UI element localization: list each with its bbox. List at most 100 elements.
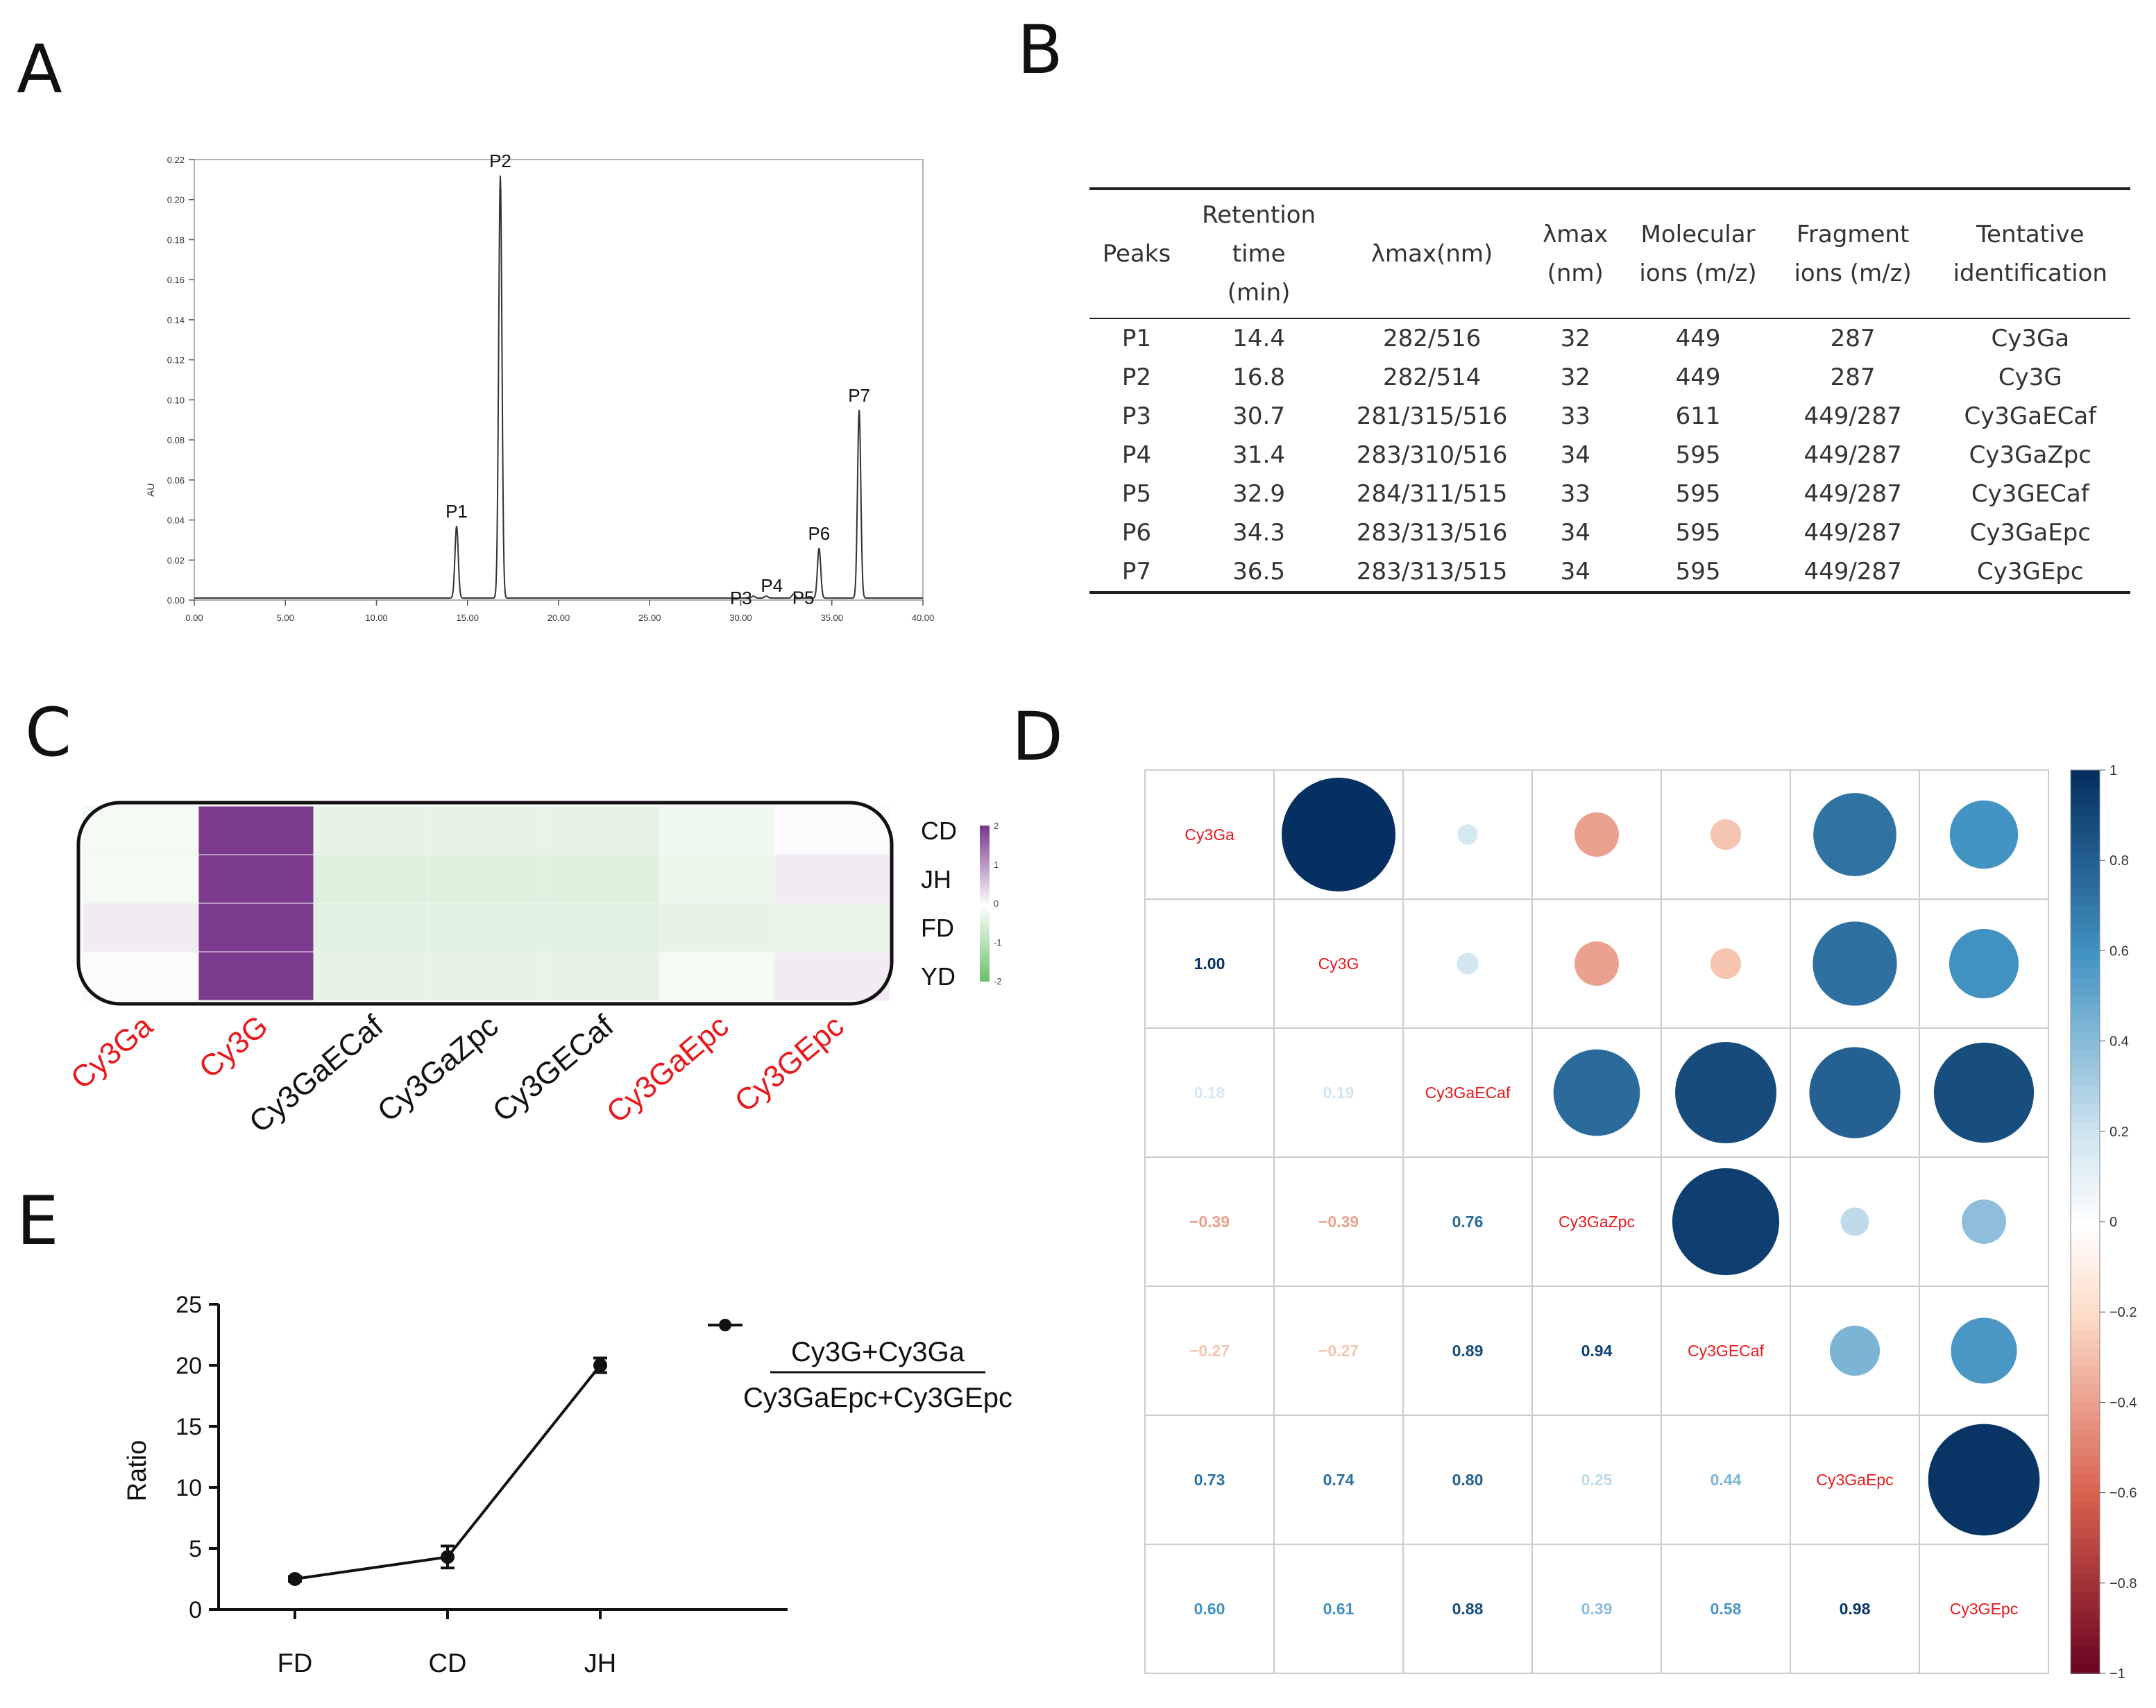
corr-colorbar-segment: [2071, 1086, 2100, 1096]
heatmap-cell: [83, 805, 199, 855]
corr-value-label: 0.88: [1452, 1600, 1484, 1618]
heatmap-column-label: Cy3GECaf: [486, 1009, 620, 1129]
table-cell: 282/514: [1383, 364, 1482, 391]
table-cell: P3: [1121, 402, 1152, 430]
x-tick-label: CD: [429, 1649, 467, 1678]
heatmap-cell: [543, 805, 660, 855]
corr-circle: [1951, 1317, 2017, 1384]
x-tick-label: 35.00: [820, 613, 843, 623]
corr-colorbar-segment: [2071, 1600, 2100, 1611]
corr-colorbar-segment: [2071, 1375, 2100, 1385]
corr-colorbar-segment: [2071, 1294, 2100, 1304]
corr-circle: [1675, 1042, 1776, 1143]
corr-colorbar-segment: [2071, 1122, 2100, 1132]
corr-value-label: 0.60: [1194, 1600, 1225, 1618]
corr-colorbar-segment: [2071, 1321, 2100, 1331]
corr-colorbar-segment: [2071, 1185, 2100, 1195]
peak-label: P7: [848, 385, 870, 406]
colorbar-segment: [980, 837, 990, 842]
corr-colorbar-segment: [2071, 1501, 2100, 1512]
corr-value-label: 1.00: [1194, 955, 1225, 973]
corr-colorbar-segment: [2071, 1664, 2100, 1674]
corr-colorbar-segment: [2071, 1411, 2100, 1421]
corr-circle: [1457, 953, 1479, 975]
y-axis-label: Ratio: [123, 1440, 152, 1502]
corr-colorbar-segment: [2071, 1041, 2100, 1051]
colorbar-segment: [980, 841, 990, 846]
corr-colorbar-segment: [2071, 1393, 2100, 1403]
y-tick-label: 20: [176, 1353, 202, 1379]
corr-colorbar-segment: [2071, 987, 2100, 997]
corr-colorbar-segment: [2071, 1312, 2100, 1322]
colorbar-segment: [980, 934, 990, 939]
heatmap-cell: [198, 854, 314, 904]
table-cell: 34: [1560, 519, 1590, 547]
corr-circle: [1672, 1168, 1780, 1276]
corr-colorbar-segment: [2071, 1339, 2100, 1349]
table-cell: 287: [1830, 325, 1876, 352]
table-cell: 284/311/515: [1356, 480, 1508, 508]
table-cell: 595: [1675, 519, 1721, 547]
table-cell: Cy3GaECaf: [1964, 402, 2097, 430]
corr-colorbar-segment: [2071, 1420, 2100, 1431]
peak-label: P6: [808, 523, 830, 544]
peak-label: P2: [489, 151, 511, 171]
corr-colorbar-segment: [2071, 1194, 2100, 1204]
table-cell: 595: [1675, 558, 1721, 586]
data-point: [288, 1572, 302, 1586]
corr-colorbar-segment: [2071, 860, 2100, 871]
colorbar-segment: [980, 872, 990, 877]
corr-colorbar-segment: [2071, 896, 2100, 907]
table-cell: 14.4: [1232, 325, 1285, 352]
table-row: P1 14.4 282/516 32 449 287 Cy3Ga: [1089, 318, 2130, 358]
colorbar-segment: [980, 911, 990, 916]
corr-colorbar-segment: [2071, 1240, 2100, 1250]
corr-circle: [1457, 824, 1478, 845]
y-tick-label: 0.02: [167, 555, 185, 565]
corr-circle: [1553, 1049, 1640, 1136]
corr-colorbar-segment: [2071, 1059, 2100, 1069]
heatmap-cell: [659, 951, 775, 1001]
peak-label: P4: [761, 575, 783, 596]
corr-variable-label: Cy3Ga: [1185, 826, 1234, 844]
data-point: [441, 1550, 455, 1564]
corr-variable-label: Cy3GECaf: [1688, 1342, 1765, 1360]
corr-colorbar-segment: [2071, 1537, 2100, 1548]
heatmap-cell: [774, 951, 890, 1001]
correlation-plot: Cy3Ga 1.00 Cy3G 0.18 0.19 Cy3GaECaf −0.39 −0.39…: [1144, 763, 2137, 1679]
header-tent-line2: identification: [1953, 259, 2107, 287]
heatmap-cell: [774, 805, 890, 855]
colorbar-segment: [980, 887, 990, 893]
colorbar-segment: [980, 891, 990, 896]
corr-value-label: 0.25: [1581, 1471, 1613, 1489]
data-point: [593, 1358, 607, 1372]
corr-colorbar-segment: [2071, 1258, 2100, 1268]
corr-colorbar-segment: [2071, 996, 2100, 1006]
corr-colorbar-segment: [2071, 797, 2100, 808]
colorbar-segment: [980, 965, 990, 971]
colorbar-segment: [980, 833, 990, 838]
corr-value-label: 0.61: [1323, 1600, 1355, 1618]
colorbar-segment: [980, 868, 990, 873]
corr-colorbar-tick-label: 0: [2110, 1215, 2117, 1230]
corr-value-label: 0.76: [1452, 1213, 1484, 1231]
colorbar-segment: [980, 950, 990, 955]
table-cell: 449/287: [1803, 480, 1902, 508]
colorbar-segment: [980, 856, 990, 862]
table-row: P5 32.9 284/311/515 33 595 449/287 Cy3GECaf: [1089, 475, 2130, 513]
corr-colorbar-segment: [2071, 1231, 2100, 1241]
peak-label: P1: [445, 501, 468, 522]
corr-variable-label: Cy3GaEpc: [1816, 1471, 1893, 1489]
corr-value-label: −0.39: [1189, 1213, 1230, 1231]
corr-colorbar-segment: [2071, 941, 2100, 952]
colorbar-segment: [980, 880, 990, 885]
corr-colorbar-segment: [2071, 1483, 2100, 1494]
table-cell: 283/313/515: [1356, 558, 1508, 586]
corr-colorbar-segment: [2071, 851, 2100, 862]
table-cell: 281/315/516: [1356, 402, 1508, 430]
corr-circle: [1710, 948, 1742, 980]
corr-circle: [1949, 800, 2019, 869]
corr-value-label: 0.94: [1581, 1342, 1613, 1360]
table-cell: 32: [1560, 364, 1590, 391]
corr-circle: [1574, 812, 1619, 857]
